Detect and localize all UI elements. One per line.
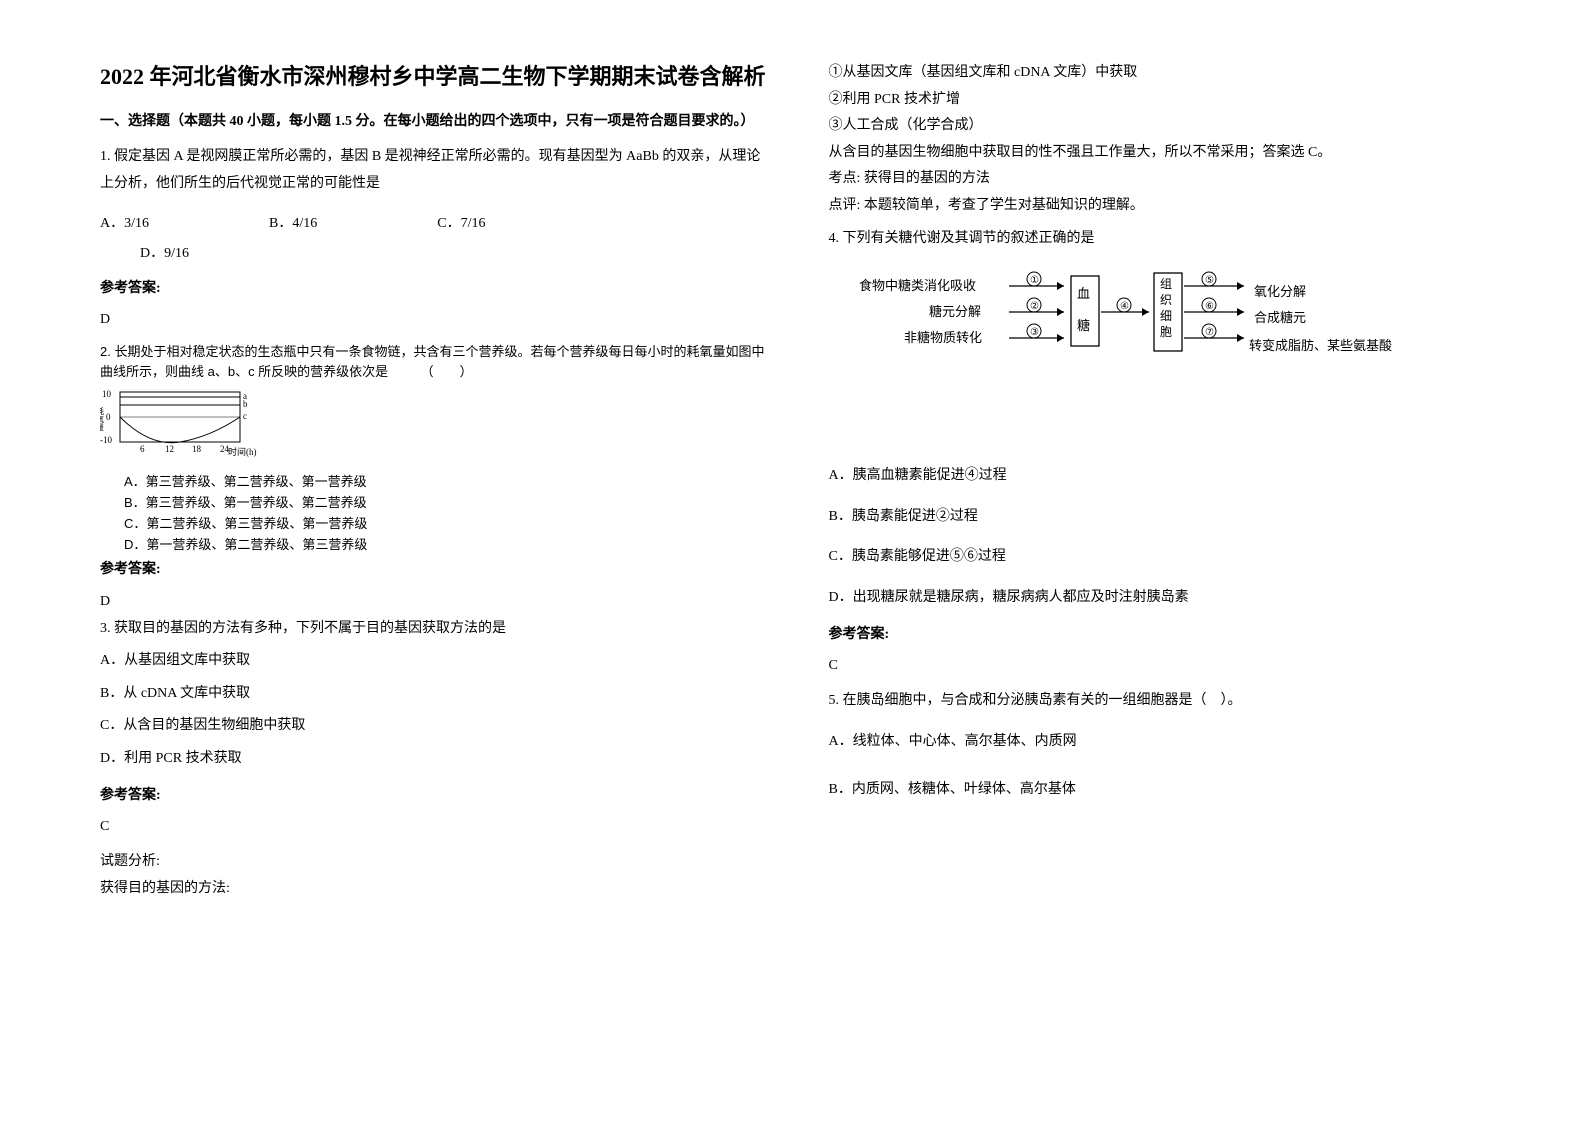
flow-left-2: 糖元分解 <box>929 304 981 319</box>
note-6: 点评: 本题较简单，考查了学生对基础知识的理解。 <box>829 193 1498 220</box>
svg-text:-10: -10 <box>100 435 112 445</box>
q1-answer-label: 参考答案: <box>100 276 769 301</box>
q4-flowchart: 食物中糖类消化吸收 糖元分解 非糖物质转化 ① ② ③ 血 糖 <box>849 268 1498 383</box>
svg-text:②: ② <box>1030 301 1039 312</box>
left-column: 2022 年河北省衡水市深州穆村乡中学高二生物下学期期末试卷含解析 一、选择题（… <box>100 60 769 902</box>
q5-opt-b: B．内质网、核糖体、叶绿体、高尔基体 <box>829 777 1498 804</box>
q2-answer: D <box>100 589 769 614</box>
svg-text:0: 0 <box>106 412 111 422</box>
note-4: 从含目的基因生物细胞中获取目的性不强且工作量大，所以不常采用；答案选 C。 <box>829 140 1498 167</box>
q3-analysis-label: 试题分析: <box>100 849 769 876</box>
svg-text:③: ③ <box>1030 327 1039 338</box>
q4-answer-label: 参考答案: <box>829 622 1498 647</box>
flow-left-3: 非糖物质转化 <box>904 330 982 345</box>
q2-opt-c: C．第二营养级、第三营养级、第一营养级 <box>124 514 769 535</box>
q4-opt-d: D．出现糖尿就是糖尿病，糖尿病病人都应及时注射胰岛素 <box>829 585 1498 612</box>
flow-left-1: 食物中糖类消化吸收 <box>859 278 976 293</box>
q5-text: 5. 在胰岛细胞中，与合成和分泌胰岛素有关的一组细胞器是（ ）。 <box>829 688 1498 715</box>
q3-analysis-line: 获得目的基因的方法: <box>100 876 769 903</box>
q2-opt-d: D．第一营养级、第二营养级、第三营养级 <box>124 535 769 556</box>
svg-text:6: 6 <box>140 444 145 454</box>
svg-text:糖: 糖 <box>1077 318 1090 333</box>
svg-text:时间(h): 时间(h) <box>228 446 257 457</box>
svg-text:⑦: ⑦ <box>1205 327 1214 338</box>
svg-text:b: b <box>243 399 248 409</box>
q3-opt-a: A．从基因组文库中获取 <box>100 648 769 675</box>
q4-opt-b: B．胰岛素能促进②过程 <box>829 504 1498 531</box>
q1-opt-b: B．4/16 <box>269 211 317 236</box>
q1-opt-c: C．7/16 <box>437 211 485 236</box>
q1-opt-d: D．9/16 <box>140 241 769 266</box>
svg-text:10: 10 <box>102 389 112 399</box>
svg-text:合成糖元: 合成糖元 <box>1254 310 1306 325</box>
svg-text:18: 18 <box>192 444 202 454</box>
q5-opt-a: A．线粒体、中心体、高尔基体、内质网 <box>829 729 1498 756</box>
svg-text:④: ④ <box>1120 301 1129 312</box>
q3-text: 3. 获取目的基因的方法有多种，下列不属于目的基因获取方法的是 <box>100 616 769 643</box>
q4-opt-c: C．胰岛素能够促进⑤⑥过程 <box>829 544 1498 571</box>
q4-answer: C <box>829 653 1498 678</box>
right-column: ①从基因文库（基因组文库和 cDNA 文库）中获取 ②利用 PCR 技术扩增 ③… <box>829 60 1498 902</box>
svg-text:耗氧量: 耗氧量 <box>100 407 105 431</box>
q2-graph: 10 0 -10 6 12 18 24 时间(h) a b c 耗氧量 <box>100 387 769 462</box>
q2-answer-label: 参考答案: <box>100 557 769 582</box>
svg-text:c: c <box>243 411 247 421</box>
svg-text:细: 细 <box>1160 309 1172 323</box>
q1-opt-a: A．3/16 <box>100 211 149 236</box>
q2-text: 2. 长期处于相对稳定状态的生态瓶中只有一条食物链，共含有三个营养级。若每个营养… <box>100 342 769 381</box>
q3-answer-label: 参考答案: <box>100 783 769 808</box>
q2-opt-b: B．第三营养级、第一营养级、第二营养级 <box>124 493 769 514</box>
svg-text:⑤: ⑤ <box>1205 275 1214 286</box>
section-heading: 一、选择题（本题共 40 小题，每小题 1.5 分。在每小题给出的四个选项中，只… <box>100 109 769 134</box>
q3-opt-c: C．从含目的基因生物细胞中获取 <box>100 713 769 740</box>
svg-text:血: 血 <box>1077 286 1090 301</box>
q3-opt-d: D．利用 PCR 技术获取 <box>100 746 769 773</box>
svg-text:⑥: ⑥ <box>1205 301 1214 312</box>
q2-opt-a: A．第三营养级、第二营养级、第一营养级 <box>124 472 769 493</box>
q3-answer: C <box>100 814 769 839</box>
svg-text:组: 组 <box>1160 277 1172 291</box>
svg-text:12: 12 <box>165 444 174 454</box>
exam-title: 2022 年河北省衡水市深州穆村乡中学高二生物下学期期末试卷含解析 <box>100 60 769 93</box>
svg-text:氧化分解: 氧化分解 <box>1254 284 1306 299</box>
q3-opt-b: B．从 cDNA 文库中获取 <box>100 681 769 708</box>
q1-options-row: A．3/16 B．4/16 C．7/16 <box>100 211 769 236</box>
q4-opt-a: A．胰高血糖素能促进④过程 <box>829 463 1498 490</box>
q1-text: 1. 假定基因 A 是视网膜正常所必需的，基因 B 是视神经正常所必需的。现有基… <box>100 144 769 197</box>
svg-text:织: 织 <box>1160 293 1172 307</box>
svg-text:转变成脂肪、某些氨基酸: 转变成脂肪、某些氨基酸 <box>1249 338 1392 353</box>
note-3: ③人工合成（化学合成） <box>829 113 1498 140</box>
note-5: 考点: 获得目的基因的方法 <box>829 166 1498 193</box>
svg-text:①: ① <box>1030 275 1039 286</box>
note-1: ①从基因文库（基因组文库和 cDNA 文库）中获取 <box>829 60 1498 87</box>
note-2: ②利用 PCR 技术扩增 <box>829 87 1498 114</box>
q4-text: 4. 下列有关糖代谢及其调节的叙述正确的是 <box>829 226 1498 253</box>
svg-text:胞: 胞 <box>1160 325 1172 339</box>
q1-answer: D <box>100 307 769 332</box>
